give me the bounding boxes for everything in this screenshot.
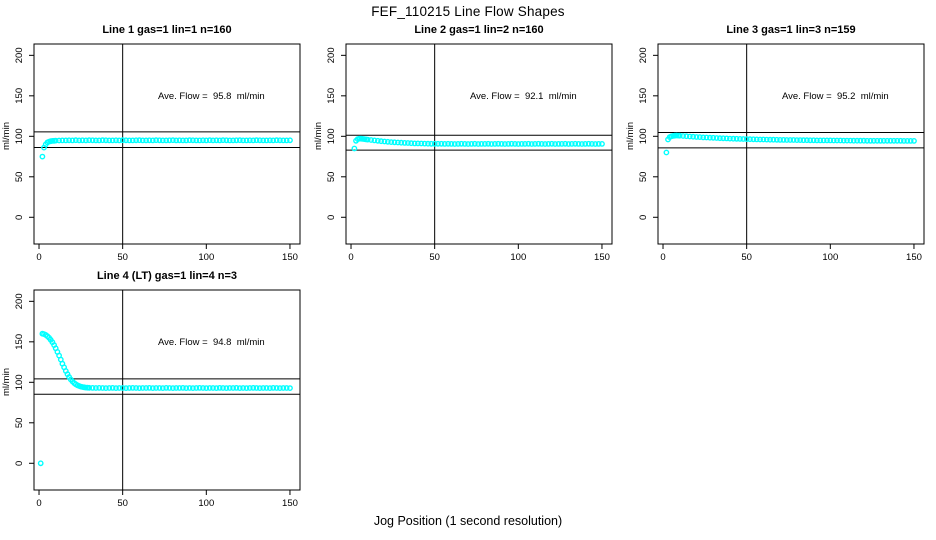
y-axis: 0 50 100 150 200 <box>14 47 34 220</box>
svg-text:150: 150 <box>282 498 298 509</box>
svg-text:100: 100 <box>198 252 214 263</box>
panel-3-plot: 0 50 100 150 0 50 100 150 200 ml/min Ave. Flow = 9… <box>625 43 925 263</box>
svg-text:150: 150 <box>638 88 649 104</box>
panel-1-title: Line 1 gas=1 lin=1 n=160 <box>102 24 232 36</box>
x-axis: 0 50 100 150 <box>660 244 922 263</box>
ave-flow-annotation: Ave. Flow = 94.8 ml/min <box>158 337 265 348</box>
plot-box <box>657 43 925 245</box>
svg-text:50: 50 <box>117 498 128 509</box>
svg-text:50: 50 <box>117 252 128 263</box>
data-points <box>663 132 917 156</box>
svg-text:150: 150 <box>282 252 298 263</box>
panel-line-1: Line 1 gas=1 lin=1 n=160 0 50 100 150 0 50 100… <box>0 22 312 276</box>
svg-text:200: 200 <box>638 47 649 63</box>
svg-text:150: 150 <box>14 334 25 350</box>
panel-4-title: Line 4 (LT) gas=1 lin=4 n=3 <box>96 270 238 282</box>
svg-text:0: 0 <box>660 252 665 263</box>
svg-text:100: 100 <box>14 374 25 390</box>
svg-text:150: 150 <box>326 88 337 104</box>
svg-text:50: 50 <box>14 172 25 183</box>
panel-2-title: Line 2 gas=1 lin=2 n=160 <box>414 24 544 36</box>
svg-text:50: 50 <box>741 252 752 263</box>
svg-text:200: 200 <box>14 293 25 309</box>
svg-text:0: 0 <box>638 215 649 220</box>
panel-line-3: Line 3 gas=1 lin=3 n=159 0 50 100 150 0 50 100… <box>624 22 936 276</box>
svg-text:0: 0 <box>14 215 25 220</box>
svg-text:50: 50 <box>14 418 25 429</box>
svg-text:100: 100 <box>822 252 838 263</box>
y-axis: 0 50 100 150 200 <box>14 293 34 466</box>
ave-flow-annotation: Ave. Flow = 95.8 ml/min <box>158 91 265 102</box>
panel-3-title: Line 3 gas=1 lin=3 n=159 <box>726 24 856 36</box>
panel-line-2: Line 2 gas=1 lin=2 n=160 0 50 100 150 0 50 100… <box>312 22 624 276</box>
y-axis: 0 50 100 150 200 <box>638 47 658 220</box>
svg-text:200: 200 <box>14 47 25 63</box>
x-axis: 0 50 100 150 <box>36 244 298 263</box>
y-axis: 0 50 100 150 200 <box>326 47 346 220</box>
svg-text:150: 150 <box>594 252 610 263</box>
reference-lines <box>346 44 612 244</box>
data-points <box>37 330 293 467</box>
data-points <box>351 135 605 152</box>
plot-box <box>33 289 301 491</box>
svg-text:150: 150 <box>14 88 25 104</box>
panel-2-plot: 0 50 100 150 0 50 100 150 200 ml/min Ave. Flow = 9… <box>313 43 613 263</box>
svg-text:50: 50 <box>638 172 649 183</box>
svg-text:0: 0 <box>326 215 337 220</box>
svg-text:100: 100 <box>638 128 649 144</box>
x-axis: 0 50 100 150 <box>36 490 298 509</box>
plot-box <box>33 43 301 245</box>
panel-4-plot: 0 50 100 150 0 50 100 150 200 ml/min Ave. Flow = 9… <box>1 289 301 509</box>
svg-text:100: 100 <box>510 252 526 263</box>
svg-text:0: 0 <box>348 252 353 263</box>
figure-title: FEF_110215 Line Flow Shapes <box>371 4 565 19</box>
y-axis-title: ml/min <box>1 368 12 396</box>
svg-text:150: 150 <box>906 252 922 263</box>
data-points <box>39 137 293 160</box>
plot-box <box>345 43 613 245</box>
svg-text:50: 50 <box>429 252 440 263</box>
reference-lines <box>658 44 924 244</box>
reference-lines <box>34 44 300 244</box>
ave-flow-annotation: Ave. Flow = 92.1 ml/min <box>470 91 577 102</box>
svg-text:200: 200 <box>326 47 337 63</box>
ave-flow-annotation: Ave. Flow = 95.2 ml/min <box>782 91 889 102</box>
y-axis-title: ml/min <box>625 122 636 150</box>
panel-1-plot: 0 50 100 150 0 50 100 150 200 ml/min Ave. Flow = 9… <box>1 43 301 263</box>
svg-text:0: 0 <box>14 461 25 466</box>
svg-text:100: 100 <box>326 128 337 144</box>
x-axis: 0 50 100 150 <box>348 244 610 263</box>
x-axis-label: Jog Position (1 second resolution) <box>373 514 563 528</box>
svg-text:100: 100 <box>198 498 214 509</box>
svg-text:0: 0 <box>36 498 41 509</box>
y-axis-title: ml/min <box>1 122 12 150</box>
panel-line-4: Line 4 (LT) gas=1 lin=4 n=3 0 50 100 150 0 50… <box>0 268 312 522</box>
y-axis-title: ml/min <box>313 122 324 150</box>
svg-text:0: 0 <box>36 252 41 263</box>
svg-text:50: 50 <box>326 172 337 183</box>
svg-text:100: 100 <box>14 128 25 144</box>
